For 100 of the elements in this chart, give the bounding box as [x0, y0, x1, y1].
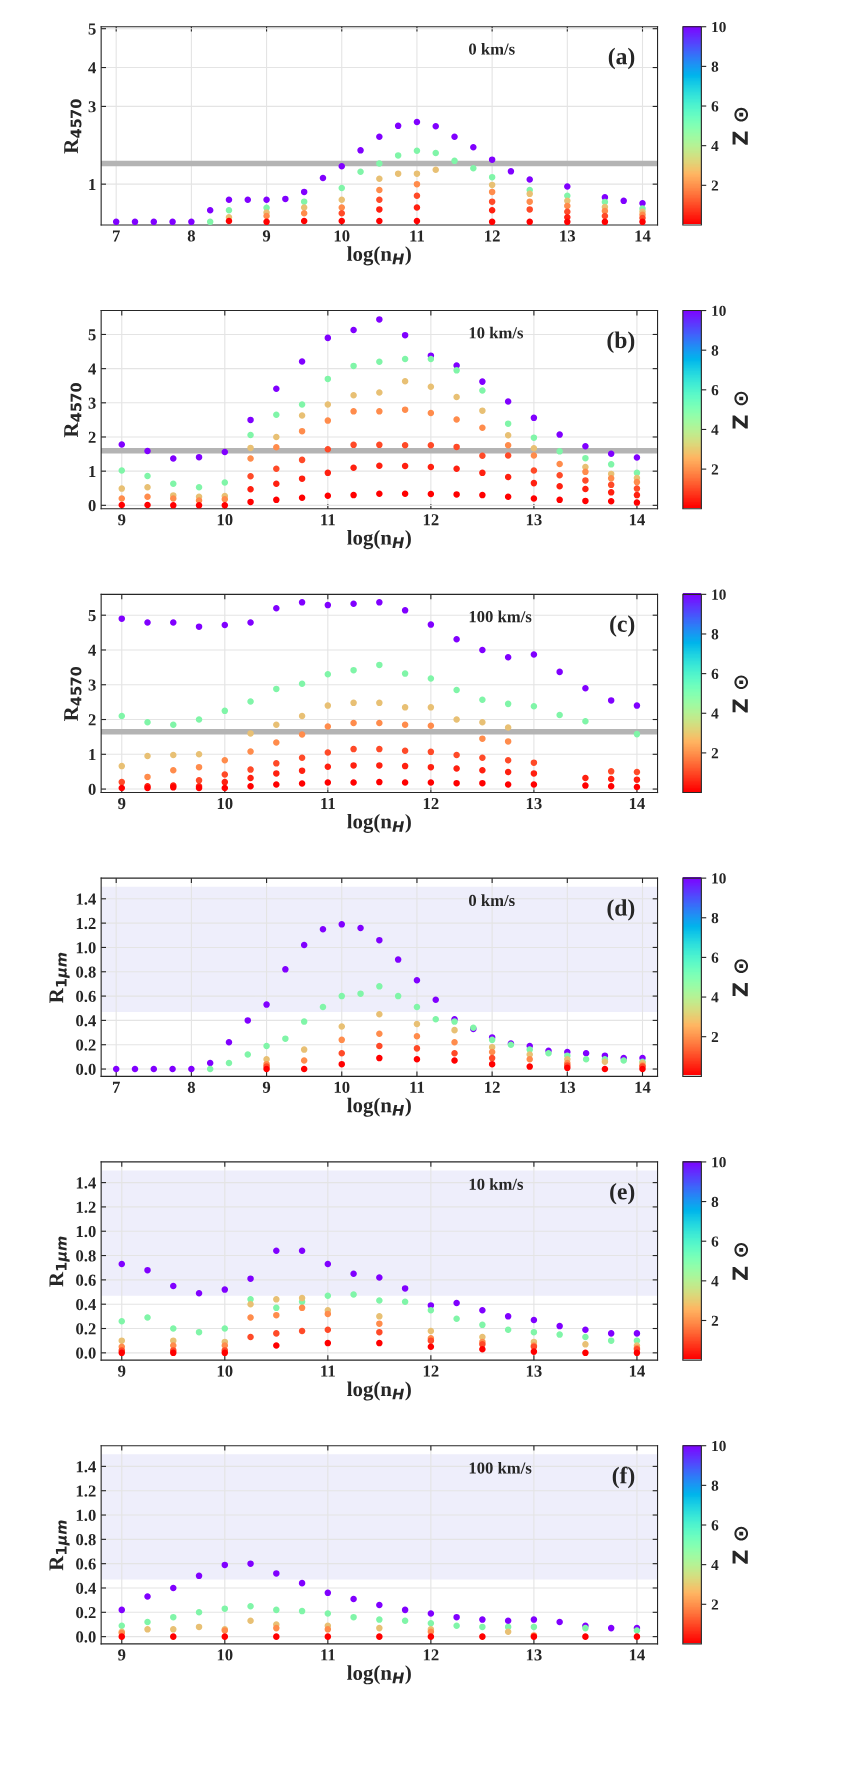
- annotation: 10 km/s: [469, 1178, 524, 1190]
- x-tick-label: 9: [118, 1365, 126, 1377]
- y-axis-title: R$_{4570}$: [64, 383, 82, 438]
- y-tick-label: 0.8: [76, 966, 96, 978]
- color-bar-label: 2: [711, 1031, 719, 1042]
- color-bar-label: 6: [711, 1520, 719, 1531]
- x-tick-label: 9: [262, 1081, 271, 1093]
- y-tick-label: 0.4: [76, 1582, 96, 1595]
- color-bar-title: Z ⊙: [732, 1526, 749, 1564]
- color-bar-label: 6: [711, 101, 719, 112]
- y-tick-label: 0.6: [76, 1558, 96, 1570]
- x-tick-label: 12: [423, 1365, 439, 1377]
- x-tick-label: 14: [629, 1365, 645, 1377]
- x-axis-title: log(n$_{H}$): [347, 530, 411, 550]
- y-axis-title: R$_{1μm}$: [49, 1520, 70, 1571]
- color-bar-label: 4: [711, 1559, 719, 1570]
- x-tick-label: 14: [629, 1649, 645, 1661]
- y-tick-label: 1: [89, 178, 96, 190]
- color-bar-label: 8: [711, 345, 719, 356]
- x-tick-label: 14: [629, 514, 645, 526]
- color-bar-label: 4: [711, 1276, 719, 1287]
- y-tick-label: 0.0: [76, 1063, 96, 1076]
- annotation: (c): [610, 615, 635, 637]
- y-tick-label: 0.4: [76, 1015, 96, 1027]
- x-tick-label: 13: [526, 1365, 542, 1377]
- y-tick-label: 0: [88, 500, 96, 512]
- x-tick-label: 8: [187, 230, 195, 242]
- x-tick-label: 11: [410, 230, 424, 242]
- color-bar-title: Z ⊙: [732, 959, 749, 997]
- y-tick-label: 1.2: [76, 917, 96, 930]
- annotation: (d): [607, 899, 635, 921]
- color-bar-label: 8: [711, 61, 719, 72]
- y-tick-label: 1.2: [76, 1485, 96, 1497]
- annotation: 100 km/s: [469, 610, 532, 623]
- annotation: 100 km/s: [469, 1461, 532, 1474]
- x-tick-label: 10: [334, 230, 350, 242]
- x-tick-label: 9: [118, 1649, 126, 1661]
- y-tick-label: 3: [88, 679, 96, 691]
- color-bar-label: 8: [711, 629, 719, 640]
- color-bar-title: Z ⊙: [732, 1243, 749, 1280]
- y-tick-label: 2: [88, 714, 96, 726]
- y-tick-label: 0: [88, 783, 96, 796]
- color-bar-label: 8: [711, 1196, 719, 1208]
- x-tick-label: 10: [217, 514, 233, 526]
- x-tick-label: 9: [118, 797, 126, 810]
- x-tick-label: 11: [321, 1649, 335, 1661]
- annotation: (b): [607, 331, 635, 353]
- x-axis-title: log(n$_{H}$): [347, 1097, 411, 1117]
- x-tick-label: 10: [217, 797, 233, 810]
- y-tick-label: 3: [88, 397, 96, 409]
- x-tick-label: 14: [635, 230, 651, 242]
- color-bar-label: 10: [712, 873, 726, 884]
- x-axis-title: log(n$_{H}$): [347, 813, 411, 833]
- y-tick-label: 1.0: [76, 942, 96, 954]
- y-axis-title: R$_{1μm}$: [49, 1236, 70, 1287]
- color-bar-label: 6: [711, 952, 719, 963]
- y-tick-label: 2: [88, 431, 96, 443]
- x-tick-label: 14: [629, 797, 645, 809]
- annotation: (f): [612, 1466, 635, 1489]
- y-tick-label: 1.4: [76, 1177, 96, 1189]
- y-tick-label: 0.0: [76, 1631, 96, 1643]
- color-bar-label: 6: [711, 668, 719, 680]
- x-tick-label: 13: [526, 514, 542, 526]
- y-axis-title: R$_{4570}$: [64, 666, 82, 721]
- y-tick-label: 5: [88, 329, 96, 341]
- y-tick-label: 5: [88, 610, 96, 622]
- color-bar-label: 2: [711, 1599, 719, 1610]
- color-bar-label: 8: [711, 1480, 719, 1491]
- x-tick-label: 10: [334, 1081, 350, 1093]
- color-bar-label: 2: [711, 180, 719, 191]
- x-tick-label: 12: [485, 230, 500, 242]
- annotation: 10 km/s: [469, 326, 524, 339]
- x-tick-label: 13: [526, 797, 542, 810]
- x-tick-label: 14: [635, 1081, 651, 1093]
- x-tick-label: 11: [321, 514, 335, 526]
- x-tick-label: 11: [410, 1081, 424, 1093]
- x-tick-label: 13: [560, 1081, 576, 1093]
- color-bar-label: 4: [711, 140, 719, 151]
- y-tick-label: 0.8: [76, 1250, 96, 1262]
- x-tick-label: 11: [321, 797, 335, 809]
- y-tick-label: 0.0: [76, 1347, 96, 1359]
- x-tick-label: 10: [217, 1365, 233, 1377]
- color-bar-title: Z ⊙: [732, 391, 749, 429]
- y-axis-title: R$_{1μm}$: [49, 952, 70, 1003]
- annotation: 0 km/s: [469, 42, 515, 55]
- color-bar-label: 2: [711, 748, 719, 759]
- y-tick-label: 4: [88, 363, 96, 375]
- x-axis-title: log(n$_{H}$): [347, 1665, 411, 1685]
- x-tick-label: 7: [112, 1081, 120, 1093]
- color-bar-label: 8: [711, 912, 719, 924]
- y-tick-label: 1.0: [76, 1225, 96, 1238]
- color-bar-label: 10: [712, 1440, 726, 1452]
- y-tick-label: 4: [88, 644, 96, 656]
- annotation: 0 km/s: [469, 894, 515, 907]
- color-bar-label: 10: [712, 305, 726, 316]
- x-tick-label: 13: [560, 230, 576, 242]
- x-axis-title: log(n$_{H}$): [347, 246, 411, 266]
- color-bar-title: Z ⊙: [732, 675, 749, 713]
- x-tick-label: 12: [423, 797, 439, 809]
- y-axis-title: R$_{4570}$: [64, 99, 82, 154]
